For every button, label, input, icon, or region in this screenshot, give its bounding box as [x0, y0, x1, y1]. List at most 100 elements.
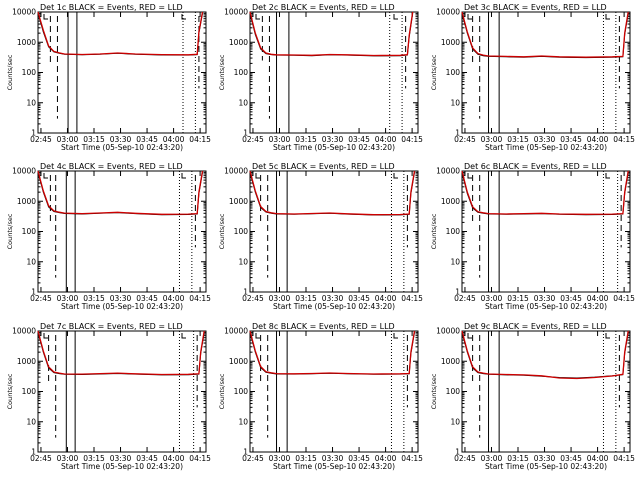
x-axis-label: Start Time (05-Sep-10 02:43:20)	[485, 462, 607, 471]
corner-bracket	[43, 14, 48, 20]
x-tick-label: 04:00	[375, 294, 397, 303]
y-axis-label: Counts/sec	[430, 54, 438, 90]
x-axis-label: Start Time (05-Sep-10 02:43:20)	[485, 302, 607, 311]
y-axis-label: Counts/sec	[6, 54, 14, 90]
x-tick-label: 04:15	[613, 294, 635, 303]
y-axis-label: Counts/sec	[218, 373, 226, 409]
x-tick-label: 03:15	[295, 135, 317, 144]
y-tick-label: 10000	[436, 8, 460, 17]
x-tick-label: 03:15	[507, 135, 529, 144]
x-tick-label: 03:30	[322, 294, 344, 303]
x-tick-label: 02:45	[454, 135, 476, 144]
x-tick-label: 03:45	[560, 294, 582, 303]
y-tick-label: 100	[22, 68, 37, 77]
x-tick-label: 04:00	[587, 135, 609, 144]
lld-series-line	[37, 11, 204, 56]
y-axis-label: Counts/sec	[6, 373, 14, 409]
chart-title: Det 5c BLACK = Events, RED = LLD	[252, 162, 395, 171]
y-tick-label: 100	[234, 68, 249, 77]
chart-panel-9: Det 9c BLACK = Events, RED = LLD 1 10 100 10…	[430, 322, 635, 471]
x-tick-label: 04:00	[163, 454, 185, 463]
y-tick-label: 10000	[436, 167, 460, 176]
y-tick-label: 10000	[224, 167, 248, 176]
x-tick-label: 04:15	[613, 454, 635, 463]
chart-title: Det 4c BLACK = Events, RED = LLD	[40, 162, 183, 171]
y-tick-label: 10	[238, 417, 248, 426]
x-tick-label: 04:15	[189, 135, 211, 144]
x-axis-label: Start Time (05-Sep-10 02:43:20)	[485, 143, 607, 152]
corner-bracket	[255, 14, 260, 20]
x-tick-label: 02:45	[30, 454, 52, 463]
plot-frame	[37, 11, 207, 134]
y-tick-label: 1	[243, 448, 248, 457]
x-tick-label: 03:45	[136, 135, 158, 144]
y-tick-label: 10	[238, 98, 248, 107]
events-series-line	[249, 172, 415, 216]
x-tick-label: 03:15	[83, 135, 105, 144]
x-tick-label: 04:15	[401, 454, 423, 463]
lld-series-line	[461, 11, 629, 58]
events-series-line	[249, 13, 414, 57]
x-tick-label: 03:30	[110, 294, 132, 303]
y-tick-label: 10000	[224, 8, 248, 17]
corner-bracket	[255, 333, 260, 339]
y-tick-label: 10000	[224, 327, 248, 336]
x-tick-label: 03:30	[322, 454, 344, 463]
x-tick-label: 03:00	[269, 135, 291, 144]
x-tick-label: 02:45	[242, 135, 264, 144]
y-tick-label: 10000	[436, 327, 460, 336]
x-tick-label: 03:00	[57, 294, 79, 303]
x-tick-label: 03:00	[481, 135, 503, 144]
corner-bracket	[181, 333, 186, 339]
x-tick-label: 04:00	[587, 454, 609, 463]
x-tick-label: 02:45	[242, 454, 264, 463]
y-tick-label: 1	[455, 288, 460, 297]
y-tick-label: 1000	[441, 357, 460, 366]
x-axis-label: Start Time (05-Sep-10 02:43:20)	[61, 143, 183, 152]
y-axis-label: Counts/sec	[430, 373, 438, 409]
y-tick-label: 100	[22, 227, 37, 236]
chart-panel-1: Det 1c BLACK = Events, RED = LLD 1 10 100 10…	[6, 3, 211, 152]
lld-series-line	[461, 330, 629, 380]
y-tick-label: 10000	[12, 167, 36, 176]
chart-panel-7: Det 7c BLACK = Events, RED = LLD 1 10 100 10…	[6, 322, 211, 471]
x-tick-label: 03:30	[534, 294, 556, 303]
plot-frame	[461, 330, 631, 453]
lld-series-line	[249, 170, 416, 216]
x-axis-label: Start Time (05-Sep-10 02:43:20)	[273, 462, 395, 471]
y-tick-label: 10000	[12, 327, 36, 336]
corner-bracket	[605, 173, 610, 179]
lld-series-line	[249, 11, 414, 57]
x-tick-label: 03:15	[507, 294, 529, 303]
lld-series-line	[37, 170, 204, 215]
x-tick-label: 03:00	[481, 294, 503, 303]
x-tick-label: 04:00	[375, 454, 397, 463]
corner-bracket	[605, 333, 610, 339]
chart-title: Det 8c BLACK = Events, RED = LLD	[252, 322, 395, 331]
corner-bracket	[393, 333, 398, 339]
chart-panel-4: Det 4c BLACK = Events, RED = LLD 1 10 100 10…	[6, 162, 211, 311]
corner-bracket	[181, 173, 186, 179]
events-series-line	[461, 172, 629, 216]
corner-bracket	[467, 333, 472, 339]
plot-frame	[249, 330, 419, 453]
lld-series-line	[37, 330, 205, 376]
y-tick-label: 1000	[17, 38, 36, 47]
corner-bracket	[181, 14, 186, 20]
x-tick-label: 03:00	[269, 454, 291, 463]
y-tick-label: 1	[243, 288, 248, 297]
x-tick-label: 03:45	[348, 454, 370, 463]
x-axis-label: Start Time (05-Sep-10 02:43:20)	[61, 302, 183, 311]
x-tick-label: 04:15	[401, 294, 423, 303]
x-tick-label: 03:45	[136, 454, 158, 463]
lld-series-line	[249, 330, 416, 375]
x-tick-label: 02:45	[30, 135, 52, 144]
y-tick-label: 100	[234, 227, 249, 236]
plot-frame	[461, 11, 631, 134]
y-tick-label: 1000	[229, 197, 248, 206]
x-tick-label: 04:00	[375, 135, 397, 144]
y-axis-label: Counts/sec	[218, 213, 226, 249]
y-tick-label: 1000	[17, 357, 36, 366]
corner-bracket	[605, 14, 610, 20]
events-series-line	[37, 13, 203, 56]
